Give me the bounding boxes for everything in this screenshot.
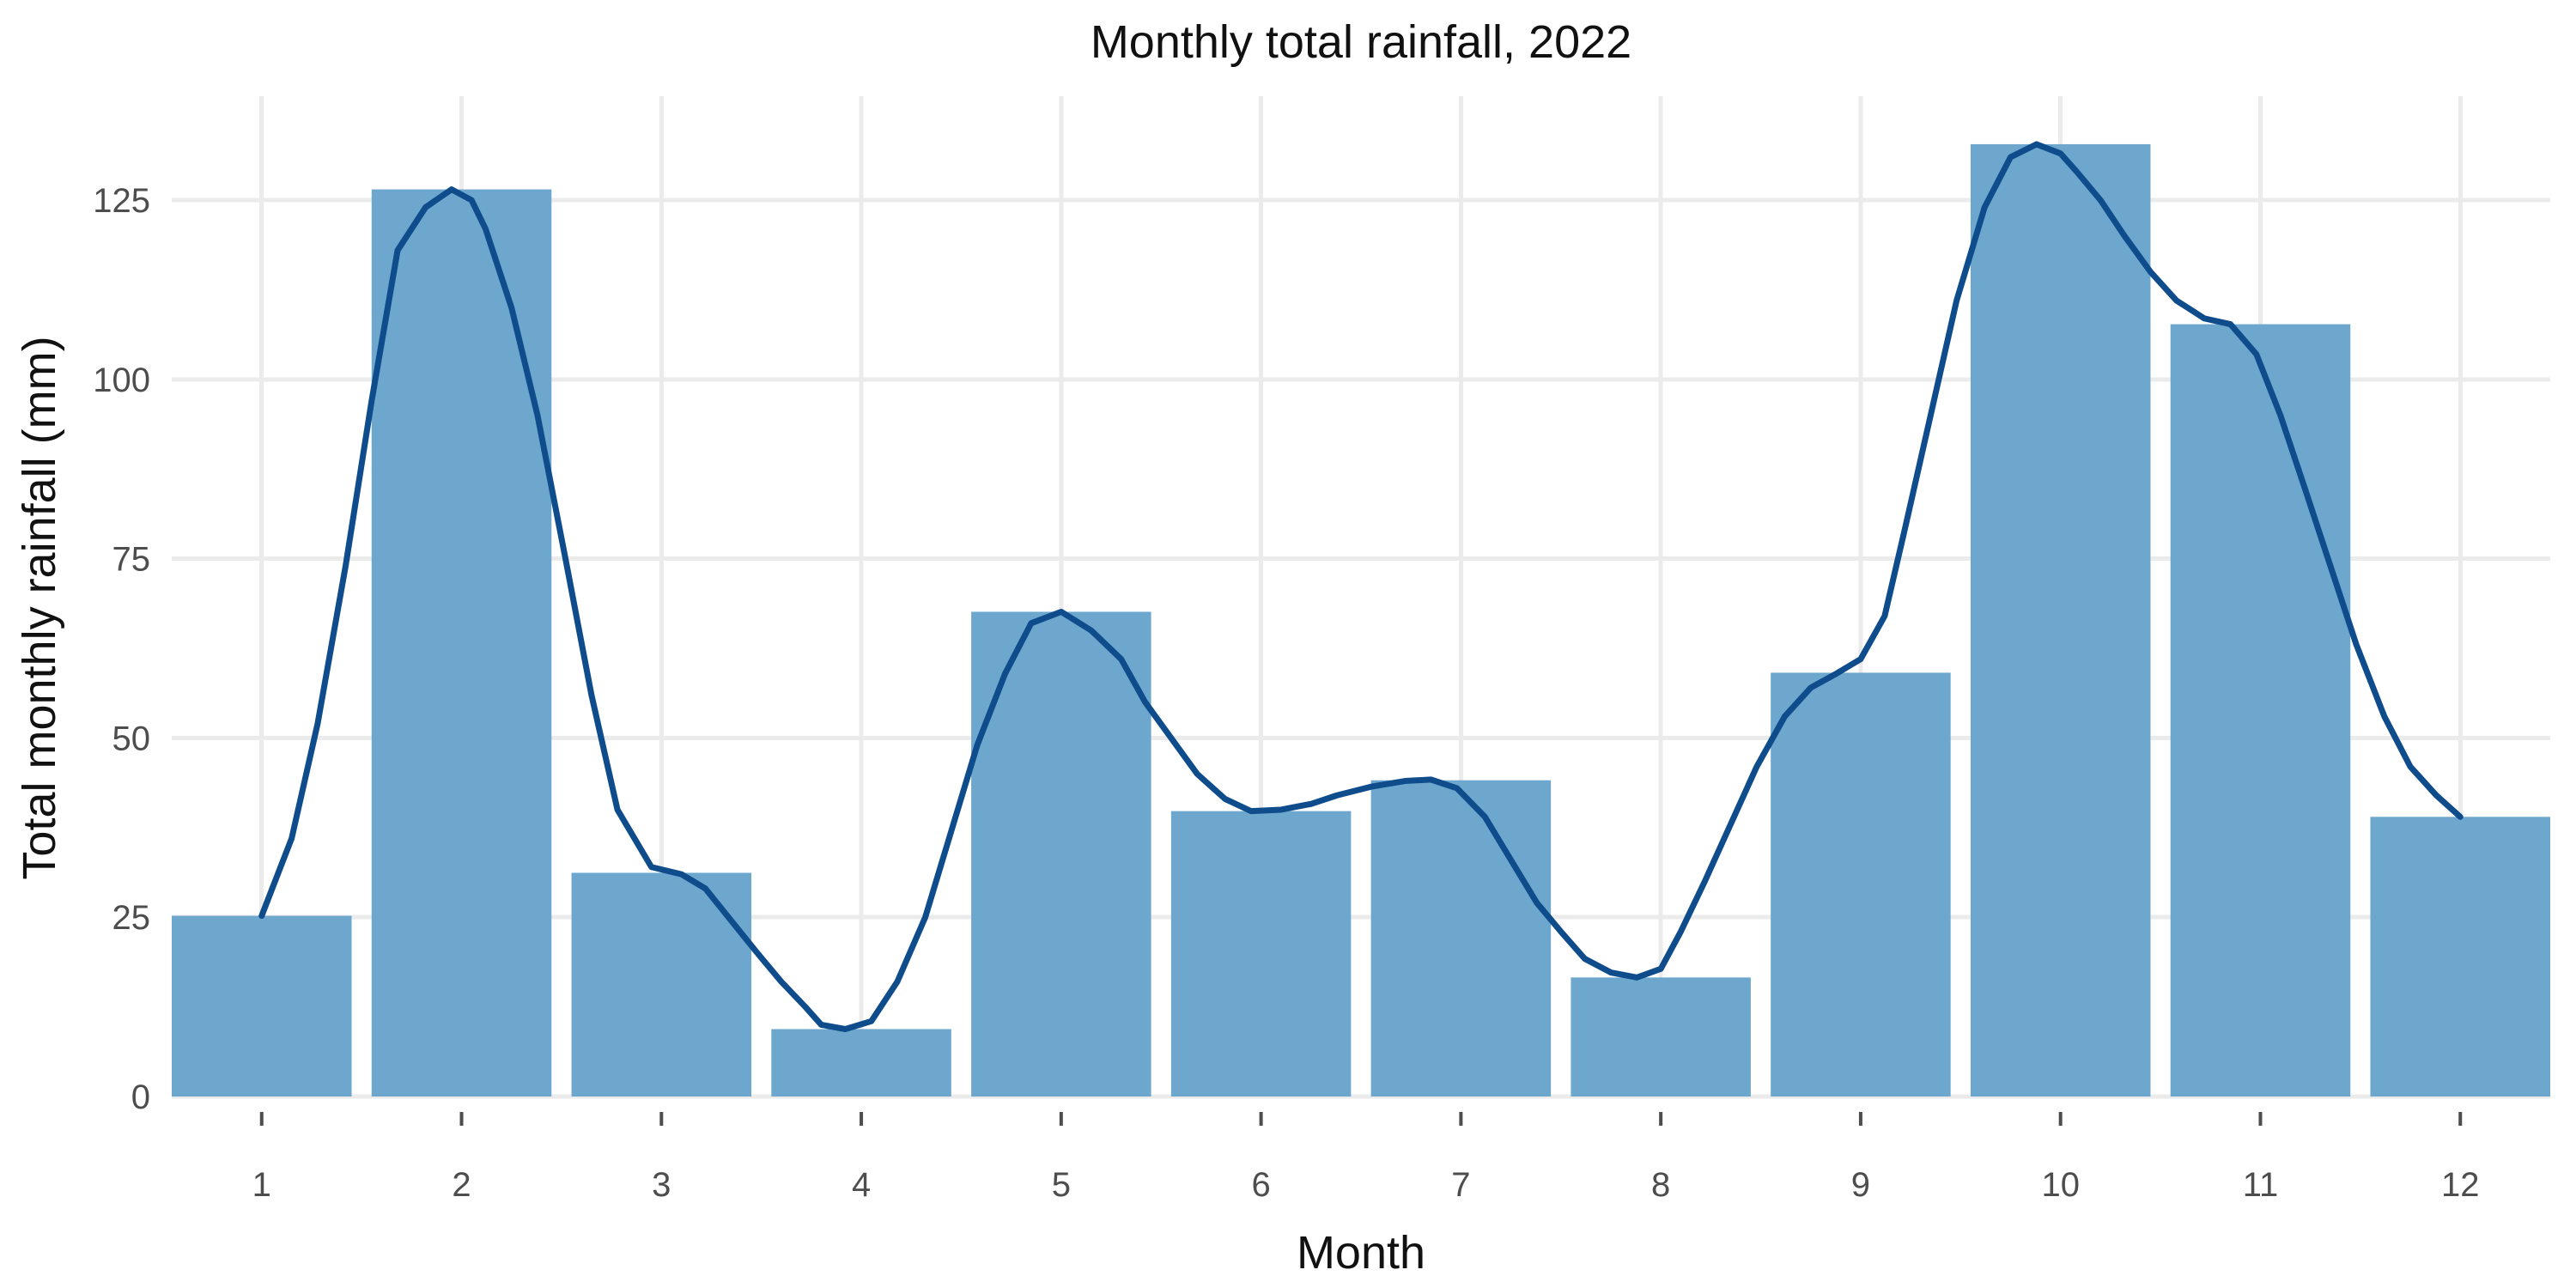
smooth-line <box>258 141 2464 1032</box>
bar-month-8 <box>1571 977 1751 1097</box>
grid-layer <box>172 96 2550 1099</box>
x-axis-title: Month <box>1297 1227 1425 1279</box>
x-tick-label: 11 <box>2243 1166 2279 1204</box>
bar-month-4 <box>771 1029 951 1097</box>
bar-month-9 <box>1771 672 1951 1097</box>
bar-month-7 <box>1370 780 1552 1097</box>
y-tick-label: 0 <box>131 1078 150 1116</box>
x-tick-label: 4 <box>852 1166 871 1204</box>
y-tick-label: 100 <box>93 361 150 399</box>
y-axis-title: Total monthly rainfall (mm) <box>14 336 65 879</box>
chart-title: Monthly total rainfall, 2022 <box>1091 16 1631 68</box>
x-tick-label: 10 <box>2041 1166 2080 1204</box>
line-layer <box>258 141 2464 1032</box>
y-tick-label: 75 <box>112 541 151 579</box>
y-tick-label: 25 <box>112 899 151 937</box>
bars-layer <box>172 143 2550 1097</box>
bar-month-5 <box>971 611 1151 1097</box>
bar-month-10 <box>1970 143 2151 1097</box>
x-tick-label: 6 <box>1251 1166 1270 1204</box>
x-tick-label: 5 <box>1052 1166 1071 1204</box>
bar-month-6 <box>1170 811 1352 1097</box>
x-tick-label: 3 <box>652 1166 671 1204</box>
bar-month-12 <box>2370 817 2550 1097</box>
bar-month-11 <box>2170 324 2351 1097</box>
bar-month-1 <box>172 915 352 1097</box>
x-tick-label: 7 <box>1451 1166 1470 1204</box>
y-tick-label: 125 <box>93 182 150 220</box>
x-tick-label: 9 <box>1851 1166 1870 1204</box>
bar-month-2 <box>371 189 552 1097</box>
bar-month-3 <box>571 872 752 1097</box>
x-tick-label: 12 <box>2441 1166 2480 1204</box>
x-tick-label: 1 <box>252 1166 271 1204</box>
x-tick-label: 2 <box>452 1166 471 1204</box>
x-tick-label: 8 <box>1651 1166 1670 1204</box>
y-tick-label: 50 <box>112 720 151 757</box>
